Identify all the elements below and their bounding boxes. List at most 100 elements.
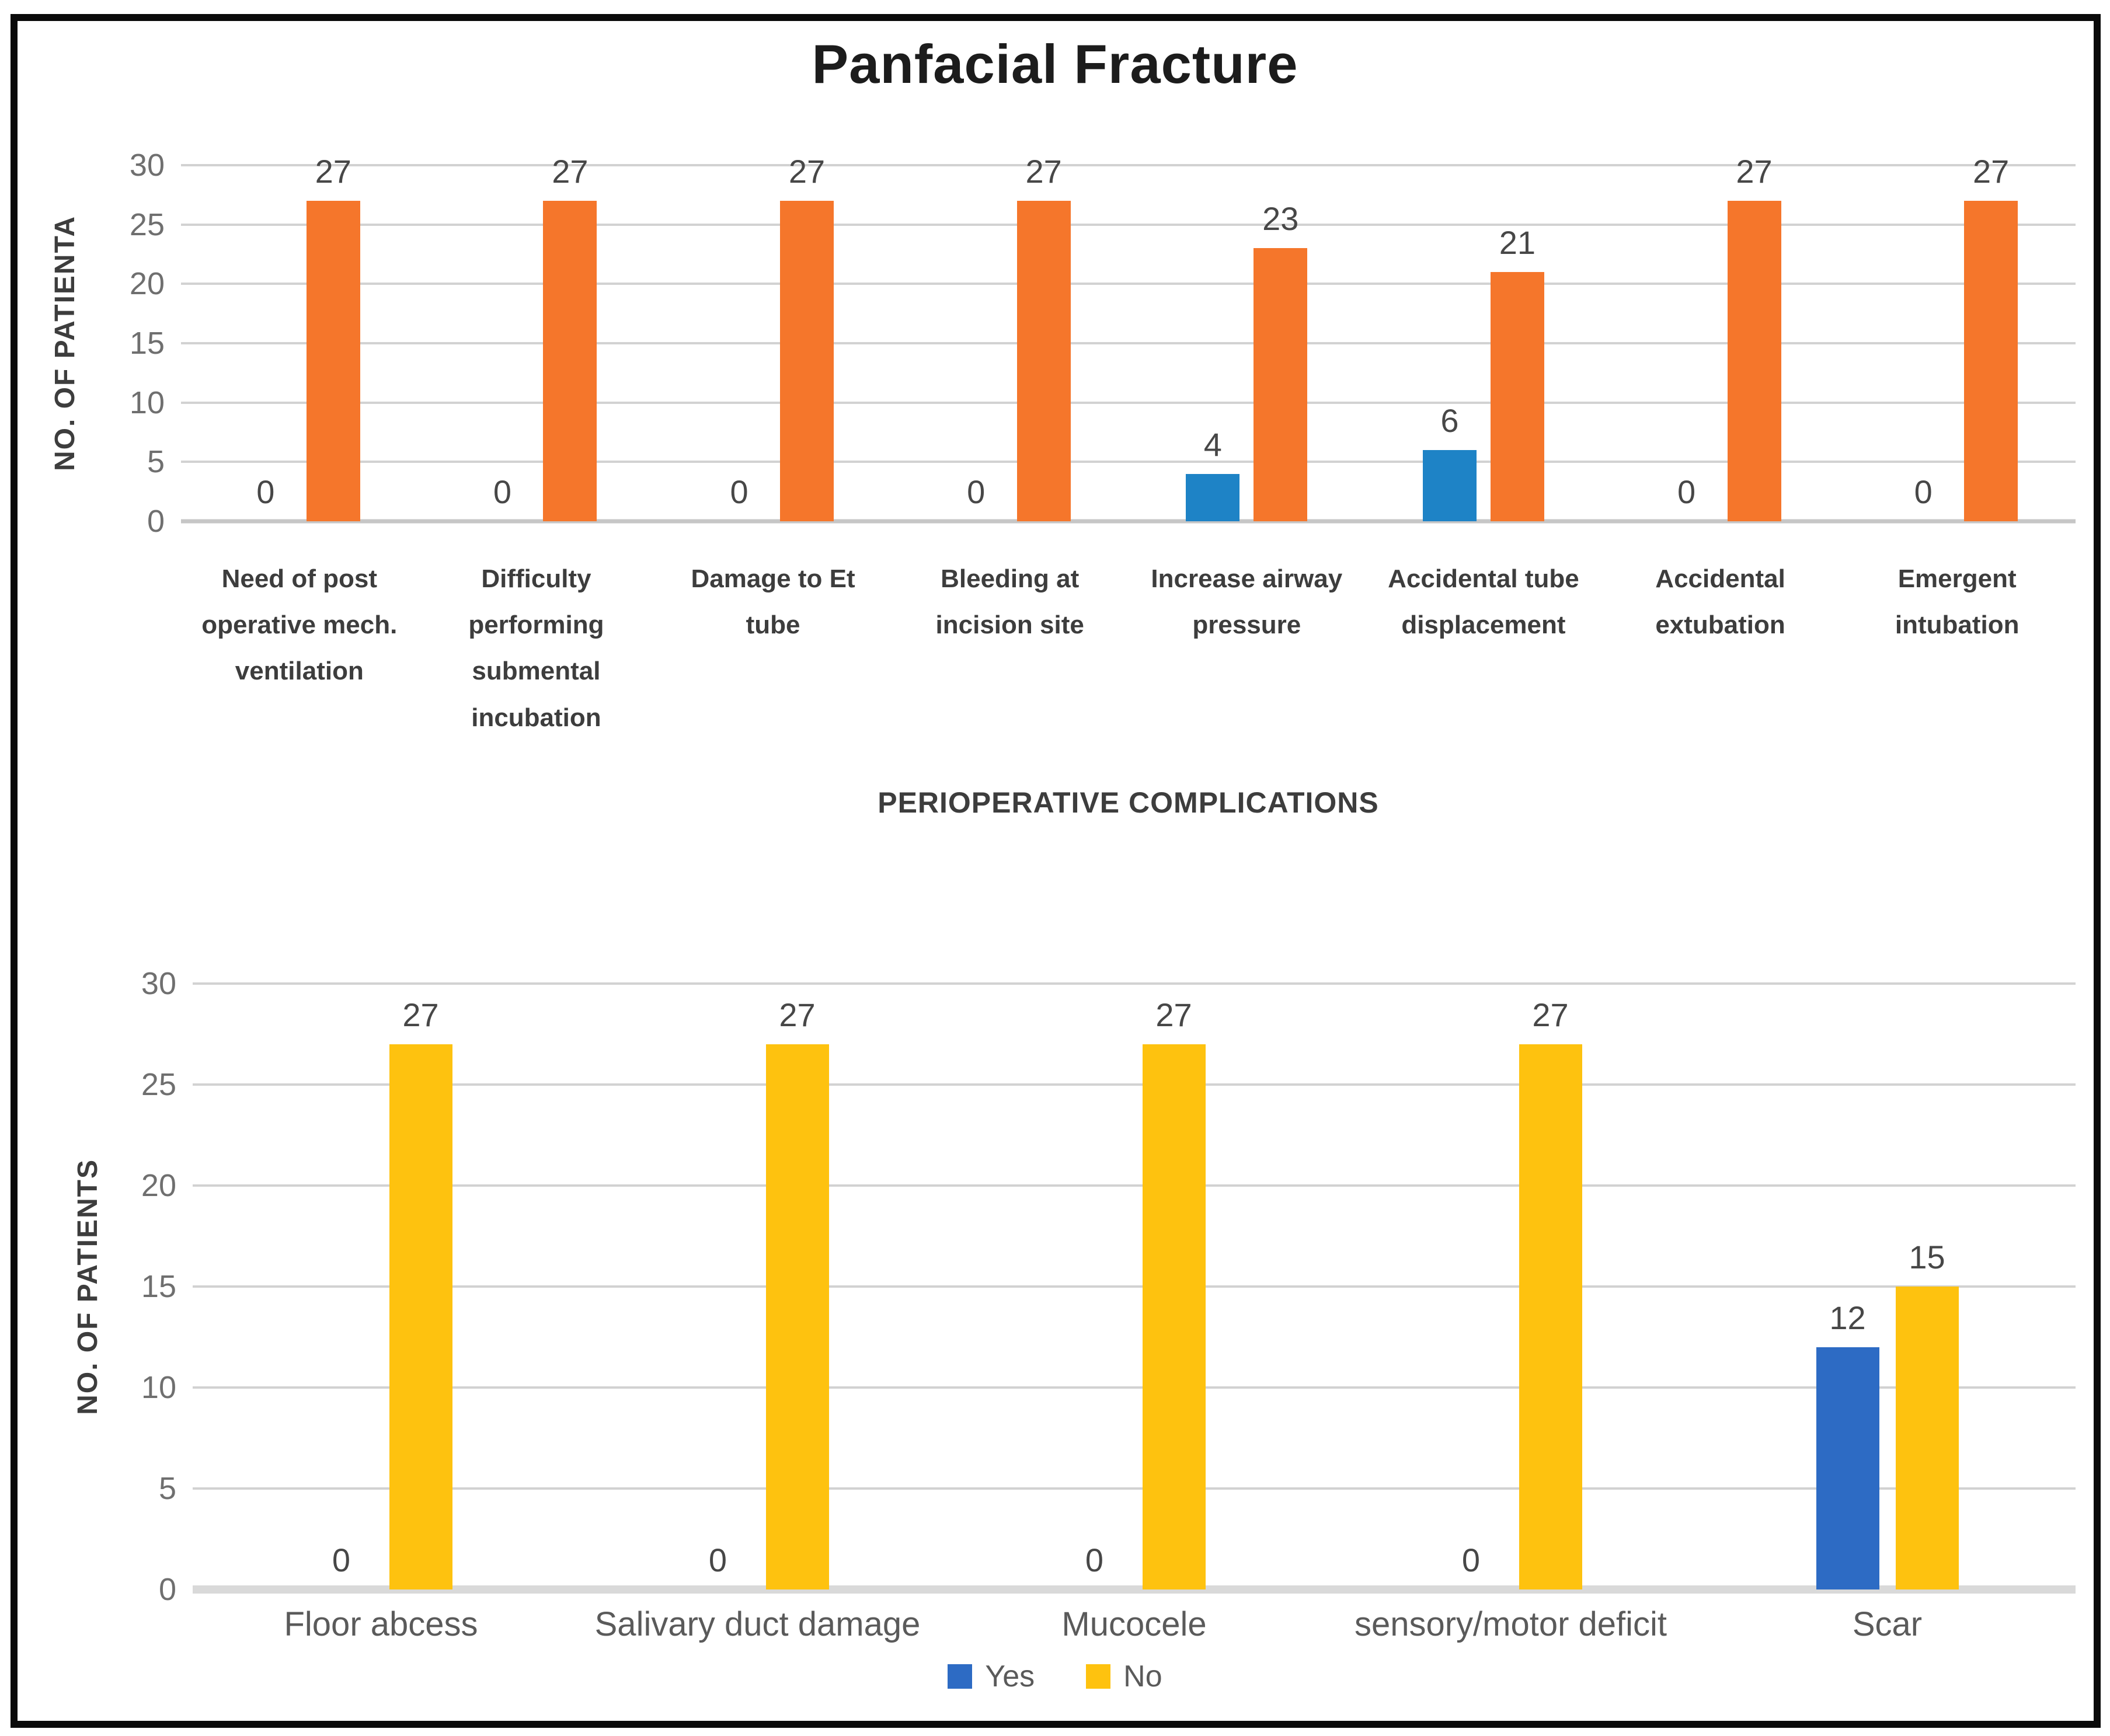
legend: Yes No [0,1661,2110,1692]
x-category-labels: Floor abcess Salivary duct damage Mucocele… [193,1604,2076,1645]
bar-value-label: 27 [1736,153,1773,190]
category-group: 0 27 [946,984,1322,1589]
bar-slot-no: 15 [1895,984,1959,1589]
category-group: 0 27 [1322,984,1699,1589]
category-group: 0 27 [569,984,946,1589]
figure-border [11,14,2101,1728]
legend-swatch-no [1086,1664,1111,1689]
gridline [193,1285,2076,1288]
gridline [181,461,2076,463]
bar-slot-yes: 0 [1660,165,1714,521]
y-tick-label: 0 [158,1572,176,1607]
bar-slot-no: 27 [1519,984,1582,1589]
y-tick-label: 30 [141,966,176,1001]
y-tick-label: 25 [129,207,165,242]
bar-value-label: 21 [1499,224,1536,261]
x-category-label: Floor abcess [284,1605,478,1643]
y-tick-label: 20 [141,1168,176,1203]
bar-value-label: 27 [1532,996,1569,1033]
plot-area: 0 27 0 27 0 27 0 27 4 23 6 21 0 27 0 27 0 5 10 15 20 25 30 [130,149,2076,537]
category-group: 0 27 [1839,155,2076,521]
bar-slot-yes: 0 [475,165,529,521]
bar-value-label: 23 [1262,200,1299,238]
bar-no [543,201,597,521]
y-tick-label: 25 [141,1067,176,1102]
gridline [193,1083,2076,1086]
bar-value-label: 27 [552,153,589,190]
gridline [181,223,2076,226]
bar-value-label: 0 [1461,1542,1481,1578]
y-axis-title: NO. OF PATIENTA [49,215,81,471]
y-tick-label: 15 [129,326,165,361]
bar-slot-no: 27 [780,155,834,521]
bar-value-label: 0 [1914,473,1933,510]
bar-value-label: 27 [1973,153,2010,190]
plot-area: 0 27 0 27 0 27 0 27 12 15 0 5 10 15 20 25 30 [141,968,2076,1605]
category-group: 6 21 [1365,165,1602,521]
bar-no [1254,248,1308,521]
bar-slot-yes: 4 [1186,165,1240,521]
legend-label-yes: Yes [985,1660,1035,1693]
category-group: 0 27 [181,155,418,521]
bar-no [306,201,360,521]
bar-slot-no: 27 [543,155,597,521]
bar-slot-no: 23 [1254,165,1308,521]
category-group: 0 27 [892,155,1129,521]
y-tick-label: 20 [129,266,165,302]
bar-no [1519,1044,1582,1589]
gridline [193,982,2076,985]
y-tick-label: 30 [129,148,165,183]
bar-slot-yes: 0 [239,165,293,521]
bar-no [765,1044,829,1589]
gridline [193,1487,2076,1490]
bar-slot-no: 27 [765,984,829,1589]
category-group: 0 27 [654,155,892,521]
x-category-label: Scar [1852,1605,1923,1643]
bars-container: 0 27 0 27 0 27 0 27 12 15 [193,984,2076,1589]
bar-value-label: 27 [1155,996,1192,1033]
x-category-label: sensory/motor deficit [1354,1605,1667,1643]
y-tick-label: 10 [129,385,165,420]
bar-value-label: 0 [967,473,986,510]
bar-no [1964,201,2018,521]
bar-value-label: 0 [493,473,512,510]
y-axis-title-box: NO. OF PATIENTA [21,165,109,521]
bar-no [1895,1287,1959,1589]
bar-slot-yes: 6 [1422,165,1477,521]
bar-value-label: 27 [1025,153,1062,190]
bar-slot-no: 27 [1964,155,2018,521]
x-category-label: Need of post operative mech. ventilation [201,564,398,686]
legend-item-yes: Yes [948,1661,1035,1692]
y-tick-label: 10 [141,1370,176,1405]
x-category-label: Emergent intubation [1895,564,2020,640]
bar-slot-yes: 0 [949,165,1003,521]
category-group: 12 15 [1699,984,2076,1589]
bar-no [1142,1044,1206,1589]
gridline [193,1184,2076,1187]
bar-slot-yes: 0 [310,984,373,1589]
bar-value-label: 0 [256,473,275,510]
bar-yes [1186,473,1240,521]
bar-slot-no: 27 [1142,984,1206,1589]
bar-slot-no: 21 [1490,165,1544,521]
bar-slot-yes: 0 [1440,984,1503,1589]
x-axis-line [193,1585,2076,1594]
y-tick-label: 5 [158,1471,176,1506]
x-category-label: Accidental tube displacement [1388,564,1579,640]
chart-title: Panfacial Fracture [812,33,1298,95]
bar-value-label: 0 [1085,1542,1104,1578]
bar-slot-no: 27 [1727,155,1781,521]
gridline [181,342,2076,344]
bar-slot-yes: 0 [712,165,766,521]
bar-value-label: 27 [788,153,826,190]
x-axis-title: PERIOPERATIVE COMPLICATIONS [878,786,1379,819]
bar-value-label: 0 [708,1542,727,1578]
bar-value-label: 12 [1829,1299,1866,1336]
category-group: 0 27 [418,155,655,521]
bar-no [780,201,834,521]
x-category-label: Mucocele [1061,1605,1207,1643]
gridline [181,283,2076,285]
category-group: 0 27 [193,984,569,1589]
gridline [181,164,2076,166]
